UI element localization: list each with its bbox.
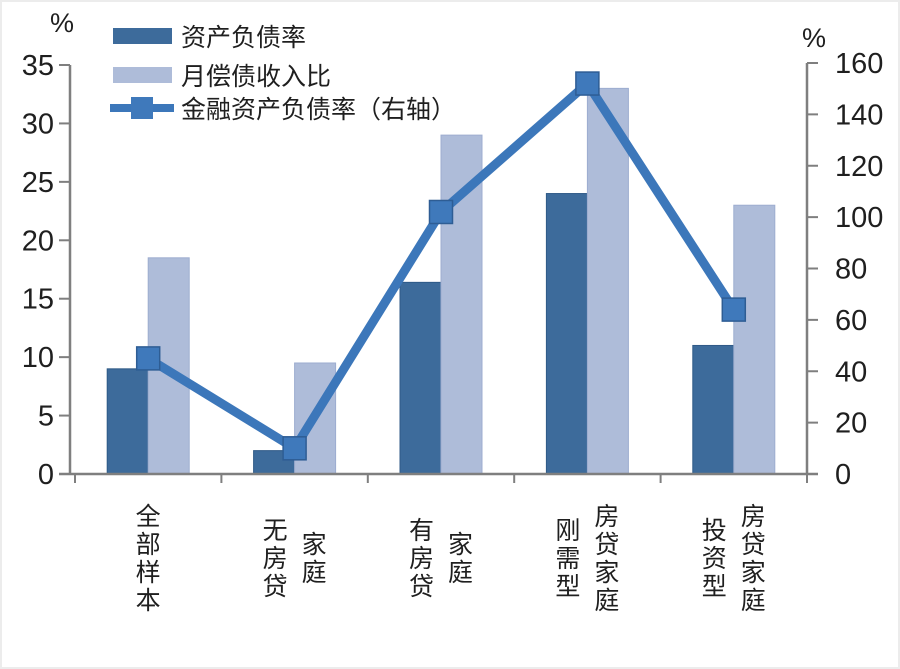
bar-series2-category4 bbox=[586, 87, 629, 475]
right-axis-tick-label: 140 bbox=[835, 99, 883, 131]
legend-label-bar-series-2: 月偿债收入比 bbox=[181, 63, 331, 91]
left-axis-tick-label: 35 bbox=[22, 50, 54, 82]
plot-layer bbox=[106, 71, 776, 475]
left-axis-tick-label: 30 bbox=[22, 108, 54, 140]
left-axis-tick-label: 20 bbox=[22, 225, 54, 257]
left-axis-tick-label: 0 bbox=[38, 459, 54, 491]
right-axis-tick-label: 100 bbox=[835, 202, 883, 234]
bar-series1-category4 bbox=[545, 193, 588, 475]
line-marker-category1 bbox=[135, 346, 161, 371]
line-marker-category3 bbox=[428, 199, 454, 225]
legend-swatch-bar-series-1 bbox=[113, 28, 172, 44]
left-axis-tick-label: 25 bbox=[22, 167, 54, 199]
right-axis-tick-label: 40 bbox=[835, 356, 867, 388]
left-axis-tick-label: 5 bbox=[38, 401, 54, 433]
axis-layer: 0 5 10 15 20 25 30 35 0 20 40 60 80 100 120 140 160 bbox=[22, 48, 884, 491]
right-axis-tick-label: 80 bbox=[835, 254, 867, 286]
bar-series2-category5 bbox=[733, 204, 776, 475]
bar-series1-category3 bbox=[399, 281, 442, 475]
line-marker-category2 bbox=[282, 436, 307, 461]
bar-series1-category1 bbox=[106, 368, 149, 475]
right-axis-tick-label: 20 bbox=[835, 408, 867, 440]
left-axis-unit-label: % bbox=[50, 8, 74, 38]
left-axis-tick-label: 10 bbox=[22, 342, 54, 374]
legend-marker-square bbox=[131, 97, 153, 119]
legend-label-bar-series-1: 资产负债率 bbox=[181, 24, 306, 52]
right-axis-unit-label: % bbox=[802, 23, 826, 53]
legend-label-line-series: 金融资产负债率（右轴） bbox=[181, 96, 456, 124]
bar-series1-category5 bbox=[692, 344, 735, 475]
legend-swatch-bar-series-2 bbox=[113, 67, 172, 83]
line-marker-category5 bbox=[721, 297, 747, 322]
right-axis-tick-label: 60 bbox=[835, 305, 867, 337]
right-axis-tick-label: 120 bbox=[835, 151, 883, 183]
line-marker-category4 bbox=[575, 71, 600, 96]
legend: 资产负债率 月偿债收入比 金融资产负债率（右轴） bbox=[110, 24, 456, 124]
right-axis-tick-label: 0 bbox=[835, 459, 851, 491]
left-axis-tick-label: 15 bbox=[22, 284, 54, 316]
right-axis-tick-label: 160 bbox=[835, 48, 883, 80]
